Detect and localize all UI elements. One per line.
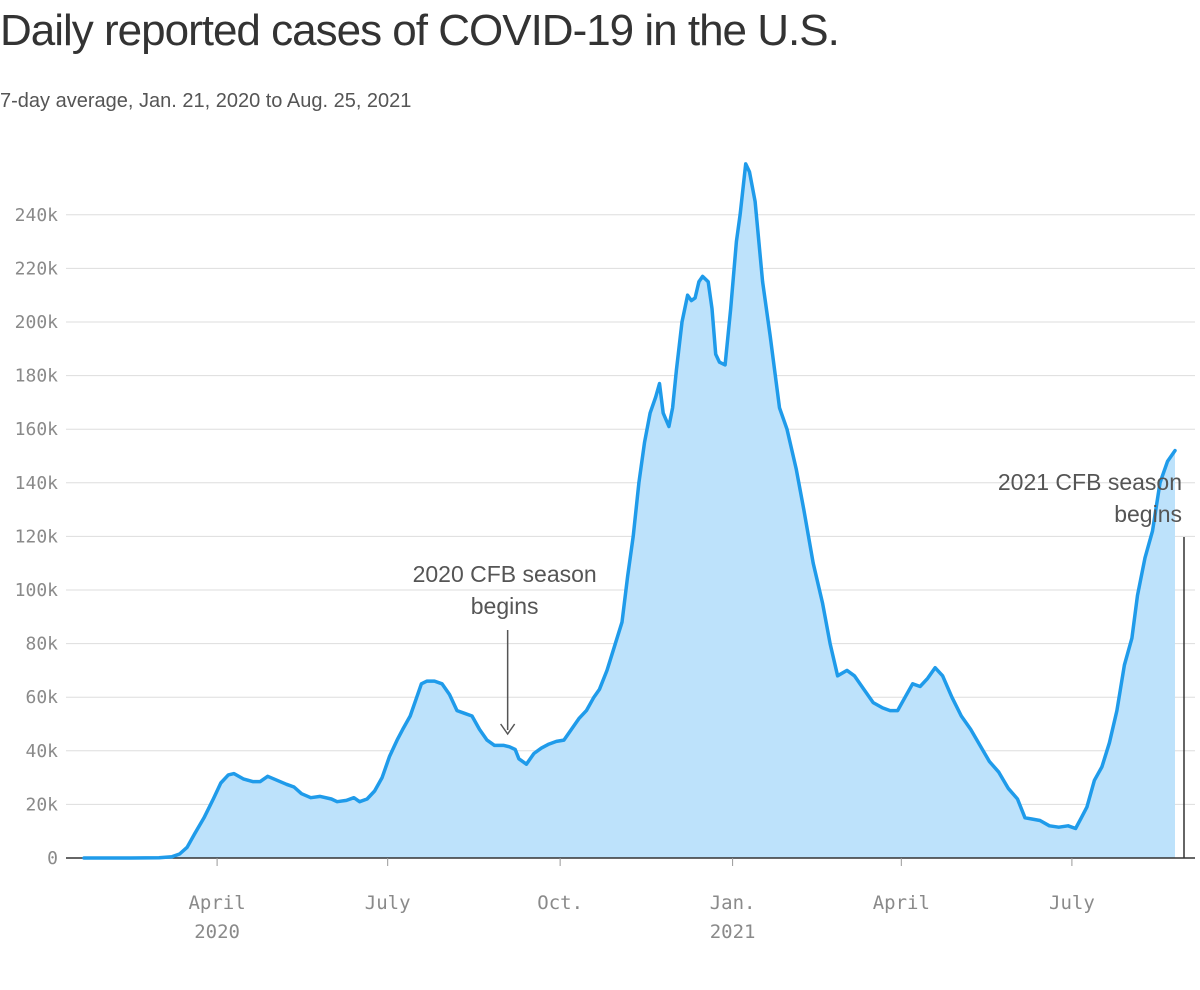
x-tick-sublabel: 2020 <box>194 921 240 943</box>
x-tick-label: April <box>188 892 245 914</box>
annotation-2020-text: 2020 CFB season <box>413 561 597 587</box>
x-tick-label: Oct. <box>537 892 583 914</box>
y-tick-label: 200k <box>15 312 59 333</box>
y-tick-label: 60k <box>25 687 58 708</box>
y-tick-label: 20k <box>25 794 58 815</box>
y-tick-label: 160k <box>15 419 59 440</box>
y-tick-label: 40k <box>25 741 58 762</box>
y-tick-label: 100k <box>15 580 59 601</box>
y-tick-label: 240k <box>15 205 59 226</box>
x-tick-sublabel: 2021 <box>710 921 756 943</box>
x-tick-label: July <box>365 892 411 914</box>
y-tick-label: 140k <box>15 473 59 494</box>
x-tick-label: April <box>873 892 930 914</box>
y-tick-label: 120k <box>15 526 59 547</box>
annotation-2021-text: begins <box>1114 501 1182 527</box>
y-tick-label: 220k <box>15 258 59 279</box>
y-tick-label: 180k <box>15 366 59 387</box>
cases-area <box>84 163 1175 858</box>
annotation-2020-arrowhead <box>500 723 516 736</box>
chart-title: Daily reported cases of COVID-19 in the … <box>0 6 840 55</box>
y-tick-label: 80k <box>25 634 58 655</box>
y-tick-label: 0 <box>47 848 58 869</box>
cases-line <box>82 162 1177 860</box>
x-tick-label: Jan. <box>710 892 756 914</box>
annotation-2020-text: begins <box>471 593 539 619</box>
annotation-2021-text: 2021 CFB season <box>998 469 1182 495</box>
chart-subtitle: 7-day average, Jan. 21, 2020 to Aug. 25,… <box>0 90 412 112</box>
x-tick-label: July <box>1049 892 1095 914</box>
